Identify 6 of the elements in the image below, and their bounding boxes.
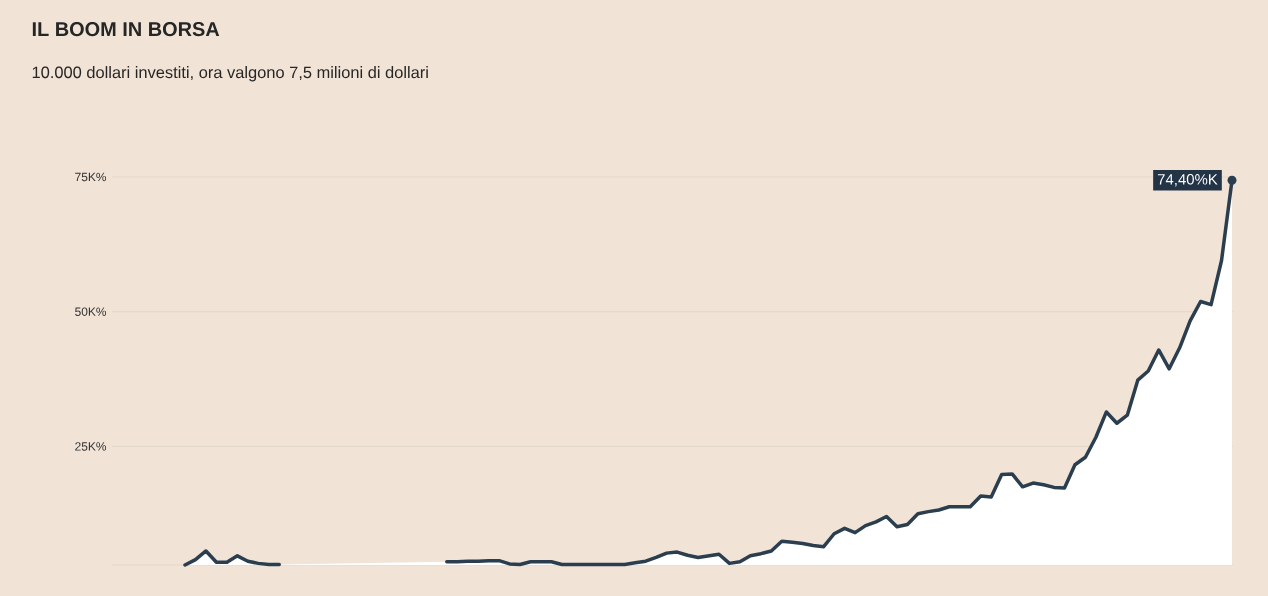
y-tick-label: 75K% xyxy=(75,172,107,182)
y-tick-label: 50K% xyxy=(75,307,107,316)
chart-title: IL BOOM IN BORSA xyxy=(32,22,220,37)
annotation: 74,40%K xyxy=(1157,174,1218,187)
y-tick-label: 25K% xyxy=(75,442,107,451)
chart-subtitle: 10.000 dollari investiti, ora valgono 7,5 milioni di dollari xyxy=(32,66,428,82)
